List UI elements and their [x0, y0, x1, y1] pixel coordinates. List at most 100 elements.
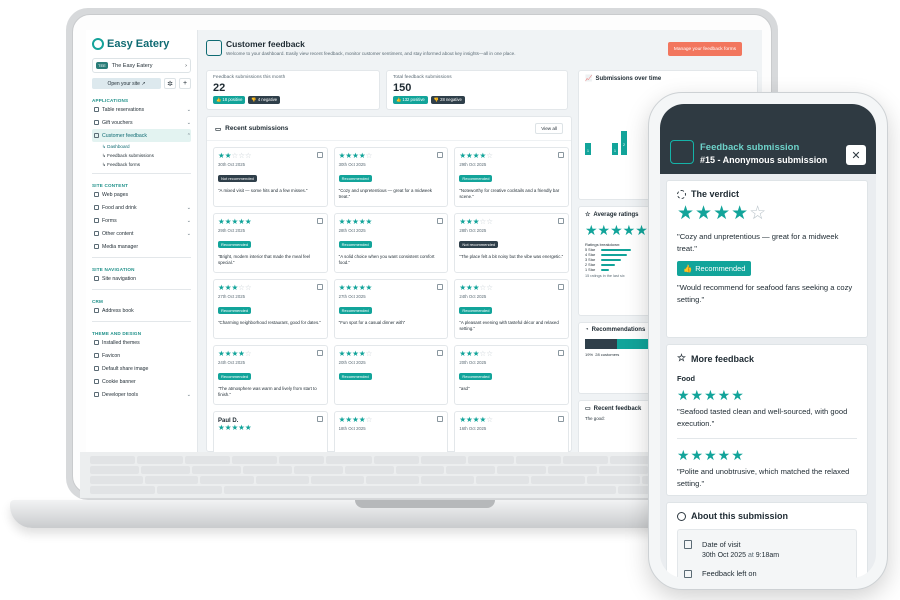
open-submission-icon[interactable] — [557, 350, 564, 356]
submission-card[interactable]: ★★★★☆ 30th Oct 2025 Recommended "Cozy and u… — [333, 147, 449, 207]
site-selector[interactable]: TEE The Easy Eatery › — [92, 58, 191, 73]
section-site-navigation: SITE NAVIGATION — [92, 267, 135, 272]
open-submission-icon[interactable] — [557, 218, 564, 224]
submission-date: 27th Oct 2025 — [218, 294, 245, 299]
submission-card[interactable]: ★★★☆☆ 28th Oct 2025 Not recommended "The pl… — [454, 213, 569, 273]
nav-favicon[interactable]: Favicon — [92, 349, 191, 362]
nav-address-book[interactable]: Address book — [92, 304, 191, 317]
badge-label: Recommended — [695, 264, 746, 273]
more-feedback-heading: More feedback — [690, 353, 754, 364]
manage-forms-button[interactable]: Manage your feedback forms — [667, 42, 742, 56]
service-quote: "Polite and unobtrusive, which matched t… — [677, 467, 850, 488]
submission-card[interactable]: ★★★★☆ 29th Oct 2025 Recommended "Noteworthy… — [454, 147, 569, 207]
rating-stars: ★★★★☆ — [459, 415, 493, 424]
gift-icon — [94, 120, 99, 125]
nav-label: Web pages — [102, 191, 129, 198]
open-submission-icon[interactable] — [437, 416, 444, 422]
open-submission-icon[interactable] — [437, 284, 444, 290]
open-submission-icon[interactable] — [557, 284, 564, 290]
submission-date: 29th Oct 2025 — [218, 228, 245, 233]
rating-stars: ★★★★★ — [338, 217, 373, 226]
open-submission-icon[interactable] — [557, 416, 564, 422]
nav-site-navigation[interactable]: Site navigation — [92, 272, 191, 285]
view-all-button[interactable]: View all — [535, 123, 563, 134]
nav-gift-vouchers[interactable]: Gift vouchers ⌄ — [92, 116, 191, 129]
open-submission-icon[interactable] — [316, 350, 323, 356]
open-submission-icon[interactable] — [557, 152, 564, 158]
open-submission-icon[interactable] — [316, 284, 323, 290]
subnav-dashboard[interactable]: ↳ Dashboard — [102, 143, 130, 150]
date-value: 30th Oct 2025 at 9:18am — [702, 552, 850, 559]
submission-card[interactable]: ★★★★★ 28th Oct 2025 Recommended "A solid ch… — [333, 213, 449, 273]
submission-date: 18th Oct 2025 — [338, 426, 366, 431]
nav-media-manager[interactable]: Media manager — [92, 240, 191, 253]
open-submission-icon[interactable] — [316, 416, 323, 422]
submission-card[interactable]: Paul D. ★★★★★ — [213, 411, 328, 452]
open-site-button[interactable]: Open your site ↗ — [92, 78, 161, 89]
page-subtitle: Welcome to your dashboard. Easily view r… — [226, 51, 516, 56]
submission-card[interactable]: ★★★☆☆ 20th Oct 2025 Recommended "asd" — [454, 345, 569, 405]
subnav-feedback-submissions[interactable]: ↳ Feedback submissions — [102, 152, 154, 159]
open-submission-icon[interactable] — [437, 218, 444, 224]
nav-installed-themes[interactable]: Installed themes — [92, 336, 191, 349]
submission-excerpt: "A pleasant evening with tasteful décor … — [459, 320, 559, 331]
chevron-up-icon: ⌃ — [186, 132, 191, 139]
bar-value-label: 1 — [614, 149, 616, 153]
submission-excerpt: "Charming neighborhood restaurant, good … — [218, 320, 321, 325]
bug-icon[interactable]: ✲ — [164, 78, 176, 89]
subnav-feedback-forms[interactable]: ↳ Feedback forms — [102, 161, 141, 168]
panel-title: Average ratings — [593, 211, 639, 218]
nav-forms[interactable]: Forms ⌄ — [92, 214, 191, 227]
nav-other-content[interactable]: Other content ⌄ — [92, 227, 191, 240]
submission-card[interactable]: ★★★★☆ 20th Oct 2025 Recommended — [333, 345, 449, 405]
submission-card[interactable]: ★★☆☆☆ 30th Oct 2025 Not recommended "A mixe… — [213, 147, 328, 207]
submission-card[interactable]: ★★★☆☆ 24th Oct 2025 Recommended "A pleasant… — [454, 279, 569, 339]
nav-table-reservations[interactable]: Table reservations ⌄ — [92, 103, 191, 116]
time-separator: at — [747, 552, 754, 559]
positive-count: 132 positive — [402, 97, 425, 102]
open-submission-icon[interactable] — [437, 350, 444, 356]
bar-value-label: 1 — [587, 149, 589, 153]
add-icon[interactable]: + — [179, 78, 191, 89]
nav-developer-tools[interactable]: Developer tools ⌄ — [92, 388, 191, 401]
close-icon: ✕ — [851, 149, 861, 162]
recommended-badge: Recommended — [459, 307, 493, 314]
submission-subtitle: #15 - Anonymous submission — [700, 155, 828, 165]
nav-web-pages[interactable]: Web pages — [92, 188, 191, 201]
rating-stars: ★★☆☆☆ — [218, 151, 252, 160]
rating-row-label: 3 Star — [585, 258, 596, 262]
rating-stars: ★★★☆☆ — [459, 217, 493, 226]
media-icon — [94, 244, 99, 249]
subnav-label: Dashboard — [107, 144, 130, 149]
recommended-badge: Recommended — [338, 373, 372, 380]
image-icon — [94, 366, 99, 371]
nav-label: Cookie banner — [102, 378, 136, 385]
submission-date: 24th Oct 2025 — [218, 360, 245, 365]
section-applications: APPLICATIONS — [92, 98, 129, 103]
brand-logo[interactable]: Easy Eatery — [92, 36, 191, 52]
ratings-note: 15 ratings in the last six — [585, 274, 625, 278]
chevron-down-icon: ⌄ — [186, 217, 191, 224]
open-submission-icon[interactable] — [316, 218, 323, 224]
submission-card[interactable]: ★★★★☆ 16th Oct 2025 — [454, 411, 569, 452]
nav-food-and-drink[interactable]: Food and drink ⌄ — [92, 201, 191, 214]
nav-cookie-banner[interactable]: Cookie banner — [92, 375, 191, 388]
open-submission-icon[interactable] — [316, 152, 323, 158]
submission-card[interactable]: ★★★★☆ 24th Oct 2025 Recommended "The atmosp… — [213, 345, 328, 405]
comment-icon: ▭ — [585, 406, 591, 412]
open-submission-icon[interactable] — [437, 152, 444, 158]
nav-label: Food and drink — [102, 204, 137, 211]
nav-default-share-image[interactable]: Default share image — [92, 362, 191, 375]
submission-card[interactable]: ★★★☆☆ 27th Oct 2025 Recommended "Charming n… — [213, 279, 328, 339]
rating-row-bar — [601, 254, 627, 256]
nav-customer-feedback[interactable]: Customer feedback ⌃ — [92, 129, 191, 142]
code-icon — [94, 392, 99, 397]
submission-card[interactable]: ★★★★☆ 18th Oct 2025 — [333, 411, 449, 452]
nav-label: Site navigation — [102, 275, 137, 282]
left-on-label: Feedback left on — [702, 569, 757, 578]
info-icon — [677, 511, 686, 521]
close-button[interactable]: ✕ — [846, 145, 866, 165]
submission-card[interactable]: ★★★★★ 27th Oct 2025 Recommended "Fun spot f… — [333, 279, 449, 339]
rating-stars: ★★★★★ — [218, 217, 252, 226]
submission-card[interactable]: ★★★★★ 29th Oct 2025 Recommended "Bright, mo… — [213, 213, 328, 273]
